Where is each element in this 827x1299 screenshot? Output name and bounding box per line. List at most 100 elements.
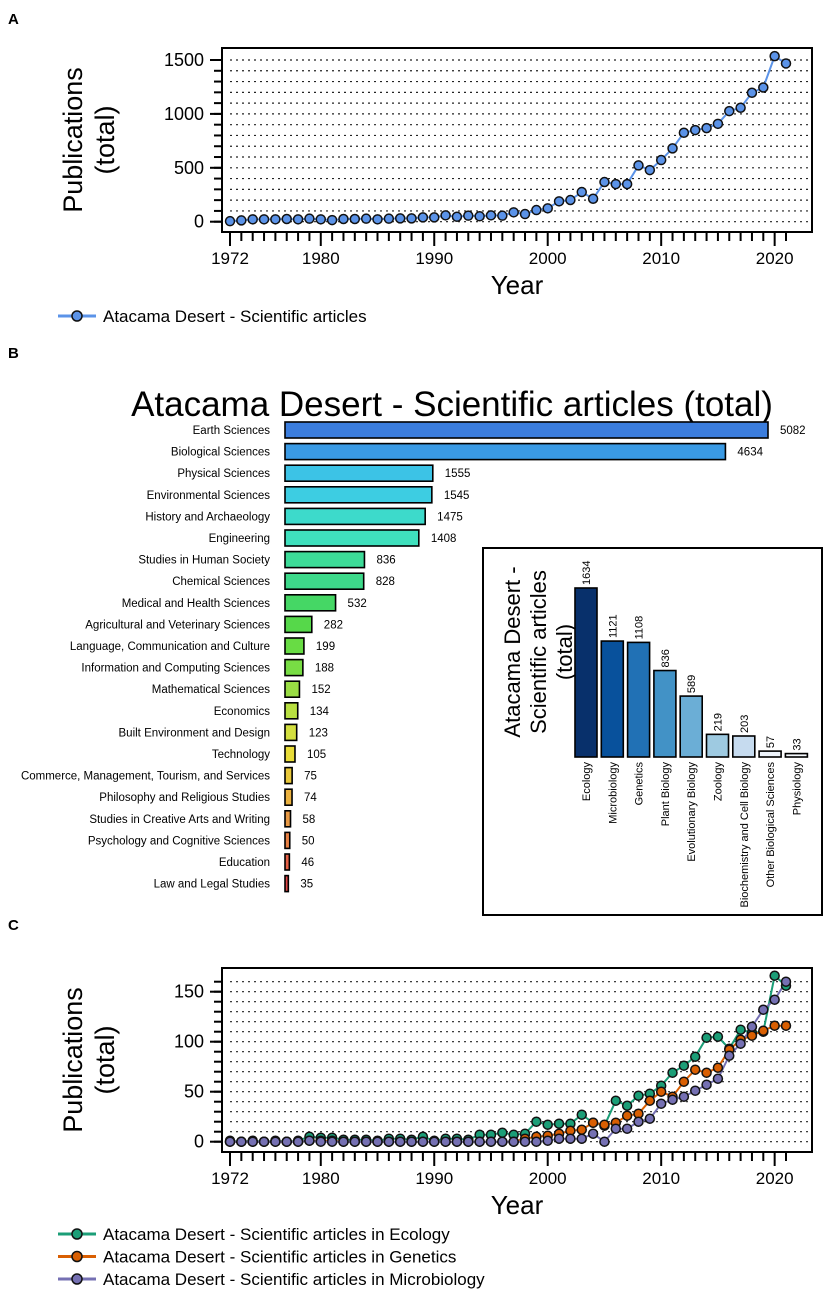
data-point: [224, 1136, 236, 1147]
data-point: [689, 124, 701, 136]
data-point: [542, 1135, 553, 1146]
data-point: [769, 50, 780, 62]
inset-content: Atacama Desert -Scientific articles(tota…: [500, 561, 809, 908]
data-point: [565, 194, 576, 206]
data-point: [587, 1128, 599, 1139]
data-point: [531, 204, 542, 216]
value-label: 123: [309, 727, 328, 739]
data-point: [667, 1094, 678, 1105]
data-point: [315, 214, 327, 225]
inset-y-label-line: (total): [552, 624, 577, 680]
data-point: [746, 87, 758, 99]
data-point: [519, 208, 531, 220]
data-point: [497, 1127, 508, 1138]
inset-y-axis-label: Atacama Desert -Scientific articles(tota…: [500, 566, 577, 737]
data-point: [338, 1136, 349, 1147]
data-point: [372, 1136, 383, 1147]
data-point: [553, 1133, 565, 1144]
data-point: [315, 1136, 327, 1147]
data-point: [326, 1136, 338, 1147]
x-tick-label: 2010: [642, 249, 680, 268]
data-point: [712, 118, 724, 130]
data-point: [735, 1038, 746, 1049]
bar: [284, 831, 291, 850]
value-label: 152: [311, 684, 330, 696]
bar: [284, 615, 313, 634]
data-point: [576, 186, 588, 198]
inset-bar: [626, 641, 651, 758]
value-label: 1475: [437, 511, 463, 523]
legend-marker: [71, 1250, 83, 1263]
inset-value-label: 33: [791, 738, 803, 750]
data-point: [576, 1109, 588, 1120]
data-point: [769, 970, 780, 981]
inset-bar: [784, 752, 809, 758]
x-tick-label: 1990: [415, 249, 453, 268]
data-point: [780, 58, 792, 69]
bar: [284, 723, 298, 742]
data-point: [712, 1062, 724, 1073]
bar: [284, 680, 301, 699]
inset-bar: [574, 587, 598, 758]
data-point: [281, 213, 292, 225]
data-point: [678, 1091, 690, 1102]
bar: [284, 874, 290, 893]
data-point: [463, 210, 474, 221]
data-point: [531, 1116, 542, 1127]
data-point: [689, 1085, 701, 1096]
data-point: [451, 211, 463, 222]
category-label: Studies in Human Society: [138, 555, 270, 567]
bar: [284, 745, 296, 763]
data-point: [428, 1136, 440, 1147]
data-point: [735, 1024, 746, 1035]
x-tick-label: 1980: [302, 249, 340, 268]
panel-label-b: B: [8, 345, 19, 362]
data-point: [236, 215, 247, 226]
inset-category-label: Ecology: [581, 762, 593, 802]
bar: [284, 464, 434, 483]
category-label: Education: [219, 857, 270, 869]
bar: [284, 853, 291, 871]
bar: [284, 442, 727, 461]
value-label: 50: [302, 835, 315, 847]
category-label: Chemical Sciences: [172, 576, 270, 588]
data-point: [508, 1136, 519, 1147]
data-point: [338, 213, 349, 225]
inset-category-label: Biochemistry and Cell Biology: [739, 762, 751, 908]
inset-category-label: Other Biological Sciences: [765, 762, 777, 888]
data-point: [621, 1100, 633, 1111]
category-label: Built Environment and Design: [119, 727, 271, 739]
category-label: Studies in Creative Arts and Writing: [89, 814, 270, 826]
value-label: 188: [315, 663, 334, 675]
inset-category-label: Plant Biology: [660, 762, 672, 827]
value-label: 1408: [431, 533, 457, 545]
data-point: [689, 1051, 701, 1062]
data-point: [542, 1119, 553, 1130]
inset-value-label: 203: [739, 715, 751, 733]
data-point: [599, 176, 610, 188]
plot-frame: [221, 967, 813, 1153]
data-point: [621, 1110, 633, 1121]
legend-label: Atacama Desert - Scientific articles in …: [103, 1225, 450, 1244]
inset-bar: [731, 735, 756, 758]
bar: [284, 550, 366, 569]
chart-title: Atacama Desert - Scientific articles (to…: [131, 385, 773, 424]
legend-label: Atacama Desert - Scientific articles in …: [103, 1270, 485, 1289]
data-point: [576, 1133, 588, 1144]
x-axis-label: Year: [491, 1190, 544, 1220]
data-point: [553, 196, 565, 207]
data-point: [394, 1136, 406, 1147]
data-point: [406, 213, 417, 224]
data-point: [508, 207, 519, 218]
y-tick-label: 100: [174, 1032, 204, 1052]
data-point: [576, 1124, 588, 1135]
data-point: [701, 1079, 712, 1090]
data-point: [746, 1021, 758, 1032]
data-point: [655, 1098, 667, 1109]
inset-y-label-line: Atacama Desert -: [500, 566, 525, 737]
data-point: [758, 1004, 769, 1015]
value-label: 1545: [444, 490, 470, 502]
data-point: [701, 1032, 712, 1043]
bar: [284, 766, 293, 785]
inset-category-label: Microbiology: [607, 762, 619, 824]
